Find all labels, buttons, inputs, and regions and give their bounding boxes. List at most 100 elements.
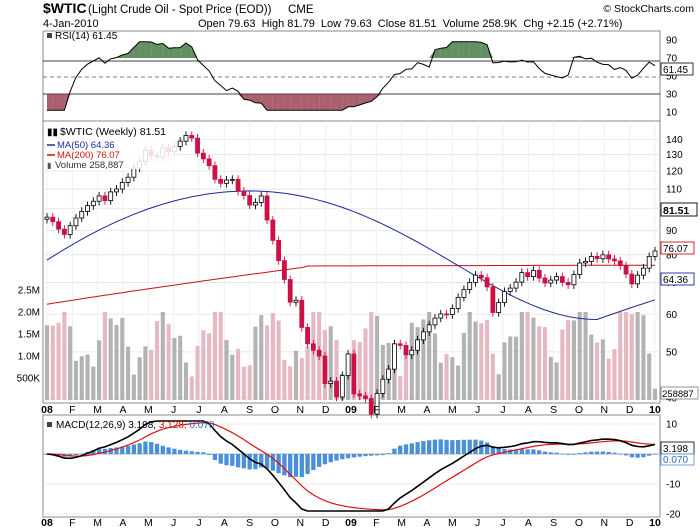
volume-bar: [473, 321, 478, 400]
volume-bar: [305, 346, 310, 400]
volume-bar: [120, 317, 125, 400]
macd-histogram-bar: [479, 440, 484, 454]
x-tick-label-lower: J: [500, 517, 505, 529]
macd-legend-signal: 3.128,: [159, 420, 187, 431]
macd-histogram-bar: [467, 439, 472, 454]
rsi-oversold-fill: [313, 94, 320, 111]
legend-bars-icon: ▮▮: [47, 127, 58, 138]
legend-title: $WTIC (Weekly) 81.51: [60, 126, 166, 138]
rsi-oversold-fill: [359, 94, 366, 105]
macd-histogram-bar: [531, 449, 536, 454]
macd-histogram-bar: [91, 450, 96, 454]
macd-histogram-bar: [374, 454, 380, 456]
rsi-ticks: 90 70 50 30 10: [666, 36, 678, 119]
volume-bar: [218, 312, 223, 400]
x-axis-upper: 08 F M A M J J A S O N D 09 F M A M J J A S O N D 10: [41, 404, 661, 416]
legend-ma50: MA(50) 64.36: [57, 140, 115, 151]
x-tick-label-lower: A: [119, 517, 126, 529]
x-tick-label-upper: S: [246, 404, 253, 416]
volume-bar: [566, 320, 571, 400]
exchange-label: CME: [288, 4, 314, 16]
volume-bar: [571, 320, 576, 400]
rsi-oversold-fill: [365, 94, 372, 103]
rsi-overbought-fill: [429, 49, 435, 58]
rsi-oversold-fill: [238, 94, 244, 100]
candle-body: [577, 262, 583, 275]
rsi-oversold-fill: [267, 94, 273, 111]
candle-body: [623, 265, 629, 275]
candle-body: [339, 375, 345, 398]
volume-bar: [97, 340, 102, 400]
volume-bar: [299, 358, 304, 400]
candle-body: [345, 353, 351, 376]
macd-histogram-bar: [409, 443, 414, 454]
volume-bar: [398, 376, 403, 400]
volume-bar: [50, 325, 55, 400]
ma50-badge-box: [660, 272, 695, 286]
x-tick-label-lower: F: [69, 517, 75, 529]
watermark: © StockCharts.com: [603, 3, 694, 15]
legend-box-main: [45, 124, 177, 169]
price-tick-label: 50: [666, 347, 678, 358]
rsi-tick-label: 10: [666, 108, 678, 119]
macd-histogram-bar: [455, 439, 461, 454]
macd-histogram-bar: [340, 454, 345, 460]
rsi-overbought-fill: [434, 48, 441, 58]
candle-body: [229, 178, 235, 181]
rsi-oversold-fill: [290, 94, 296, 111]
price-panel-frame: [42, 120, 661, 404]
macd-histogram-bar: [450, 440, 455, 454]
macd-histogram-bar: [114, 447, 119, 454]
rsi-overbought-fill: [446, 41, 453, 58]
rsi-overbought-fill: [157, 43, 163, 58]
macd-histogram-bar: [398, 445, 403, 454]
macd-tick-label: -10: [666, 480, 681, 491]
volume-bar: [259, 315, 264, 400]
x-tick-label-lower: O: [271, 517, 279, 529]
volume-bar: [108, 318, 113, 400]
x-tick-label-lower: J: [475, 517, 480, 529]
macd-legend: MACD(12,26,9) 3.198, 3.128, 0.070: [56, 420, 215, 431]
rsi-overbought-fill: [458, 41, 464, 58]
macd-histogram-bar: [635, 454, 640, 458]
macd-histogram-bar: [647, 454, 652, 456]
rsi-oversold-fill: [324, 94, 331, 111]
x-tick-label-lower: M: [397, 517, 406, 529]
candle-body: [235, 178, 241, 192]
candle-body: [56, 221, 61, 230]
macd-histogram-bar: [519, 448, 524, 454]
volume-bar: [85, 354, 90, 400]
x-tick-label-lower: S: [246, 517, 253, 529]
price-legend: ▮▮ $WTIC (Weekly) 81.51 MA(50) 64.36 MA(…: [45, 124, 177, 171]
macd-legend-hist: 0.070: [189, 420, 214, 431]
rsi-line: [47, 41, 656, 111]
candle-body: [114, 188, 119, 193]
rsi-overbought-fill: [168, 47, 175, 58]
rsi-tick-label: 50: [666, 72, 678, 83]
candle-body: [548, 279, 554, 284]
macd-histogram-bar: [525, 449, 530, 454]
volume-tick-label: 500K: [17, 374, 41, 385]
candle-body: [519, 272, 525, 283]
macd-histogram: [44, 439, 658, 478]
macd-histogram-bar: [235, 454, 241, 468]
price-panel: ▮▮ $WTIC (Weekly) 81.51 MA(50) 64.36 MA(…: [17, 121, 699, 419]
macd-histogram-bar: [623, 454, 629, 456]
candle-body: [282, 260, 287, 280]
volume-bar: [276, 320, 281, 400]
quote-line: Open 79.63 High 81.79 Low 79.63 Close 81…: [198, 18, 622, 30]
x-tick-label-upper: M: [93, 404, 102, 416]
candle-body: [200, 152, 206, 160]
macd-histogram-bar: [508, 449, 513, 454]
macd-histogram-bar: [334, 454, 339, 461]
macd-histogram-bar: [317, 454, 322, 467]
volume-bar: [427, 312, 432, 400]
macd-histogram-bar: [641, 454, 646, 458]
candle-body: [368, 398, 374, 415]
volume-bar: [311, 312, 316, 400]
macd-histogram-bar: [473, 439, 478, 454]
candle-body: [484, 277, 490, 288]
candle-body: [212, 165, 218, 180]
volume-bar: [490, 353, 495, 400]
candle-body: [490, 286, 496, 313]
